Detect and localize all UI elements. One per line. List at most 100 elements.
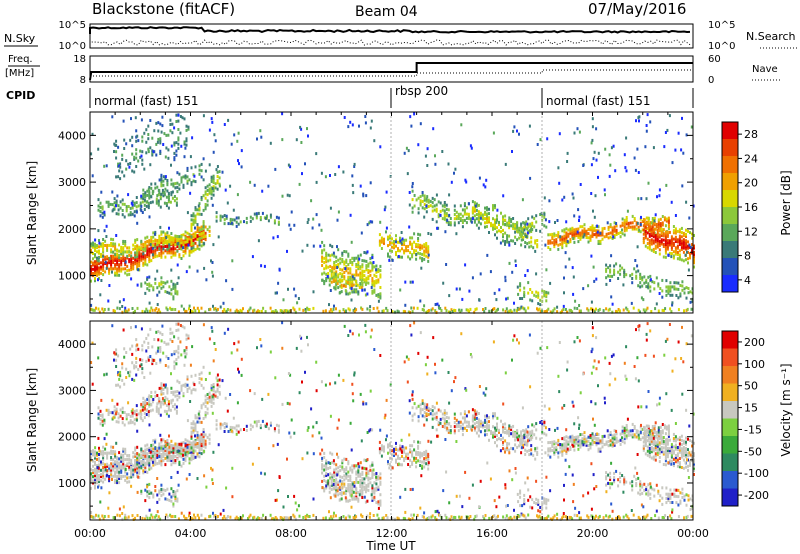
- data-cell: [149, 119, 152, 122]
- data-cell: [158, 189, 161, 193]
- data-cell: [484, 307, 487, 310]
- data-cell: [136, 252, 139, 256]
- data-cell: [141, 348, 144, 352]
- data-cell: [104, 244, 107, 247]
- data-cell: [90, 244, 92, 248]
- data-cell: [219, 216, 222, 220]
- data-cell: [650, 248, 653, 252]
- data-cell: [329, 466, 332, 470]
- data-cell: [475, 208, 478, 212]
- data-cell: [681, 288, 684, 292]
- data-cell: [378, 241, 381, 245]
- data-cell: [345, 292, 348, 296]
- data-cell: [176, 290, 179, 294]
- data-cell: [162, 450, 165, 454]
- data-cell: [136, 261, 139, 265]
- data-cell: [237, 159, 239, 163]
- data-cell: [623, 268, 626, 272]
- data-cell: [421, 191, 424, 194]
- data-cell: [190, 166, 193, 170]
- data-cell: [267, 184, 270, 188]
- data-cell: [443, 201, 446, 204]
- data-cell: [90, 269, 92, 273]
- data-cell: [519, 288, 522, 292]
- data-cell: [573, 131, 576, 135]
- data-cell: [617, 277, 620, 280]
- data-cell: [113, 150, 115, 153]
- data-cell: [357, 254, 360, 258]
- data-cell: [682, 231, 685, 235]
- data-cell: [577, 233, 580, 237]
- data-cell: [92, 241, 94, 245]
- data-cell: [473, 209, 476, 213]
- data-cell: [282, 310, 285, 314]
- data-cell: [118, 470, 121, 474]
- data-cell: [312, 306, 315, 310]
- data-cell: [114, 474, 117, 478]
- data-cell: [122, 466, 125, 470]
- data-cell: [166, 447, 169, 451]
- data-cell: [110, 456, 113, 459]
- data-cell: [678, 238, 681, 242]
- data-cell: [359, 273, 362, 277]
- data-cell: [235, 220, 238, 224]
- data-cell: [343, 478, 346, 482]
- data-cell: [400, 231, 403, 234]
- data-cell: [129, 419, 132, 423]
- data-cell: [377, 485, 380, 489]
- data-cell: [156, 455, 159, 459]
- data-cell: [419, 233, 422, 237]
- data-cell: [144, 240, 147, 244]
- data-cell: [172, 448, 175, 452]
- data-cell: [92, 243, 94, 247]
- data-cell: [115, 175, 118, 179]
- data-cell: [644, 232, 647, 236]
- data-cell: [385, 226, 388, 230]
- data-cell: [339, 280, 342, 284]
- data-cell: [235, 428, 238, 432]
- data-cell: [210, 396, 213, 400]
- data-cell: [101, 207, 104, 211]
- data-cell: [427, 247, 430, 251]
- data-cell: [216, 379, 219, 383]
- data-cell: [488, 212, 490, 216]
- data-cell: [159, 225, 162, 229]
- data-cell: [174, 490, 177, 494]
- data-cell: [373, 495, 376, 499]
- data-cell: [166, 235, 169, 239]
- data-cell: [112, 474, 115, 478]
- data-cell: [328, 283, 331, 287]
- data-cell: [126, 458, 129, 462]
- data-cell: [112, 466, 115, 470]
- data-cell: [158, 284, 161, 288]
- data-cell: [136, 470, 139, 474]
- data-cell: [100, 450, 102, 454]
- data-cell: [152, 443, 155, 447]
- data-cell: [355, 308, 358, 312]
- data-cell: [371, 220, 374, 224]
- data-cell: [121, 378, 124, 382]
- data-cell: [198, 168, 201, 172]
- data-cell: [435, 220, 438, 224]
- data-cell: [164, 497, 167, 501]
- data-cell: [173, 151, 176, 155]
- data-cell: [178, 444, 181, 448]
- data-cell: [683, 309, 685, 313]
- data-cell: [190, 389, 193, 393]
- data-cell: [151, 253, 154, 257]
- data-cell: [221, 423, 224, 427]
- data-cell: [180, 445, 183, 449]
- data-cell: [419, 203, 422, 207]
- data-cell: [104, 447, 107, 451]
- data-cell: [337, 487, 340, 491]
- data-cell: [654, 236, 657, 240]
- data-cell: [202, 402, 205, 406]
- data-cell: [403, 240, 406, 244]
- data-cell: [132, 470, 135, 474]
- data-cell: [339, 464, 342, 468]
- data-cell: [116, 479, 119, 482]
- data-cell: [200, 383, 203, 387]
- data-cell: [188, 457, 191, 461]
- data-cell: [350, 490, 353, 494]
- data-cell: [190, 242, 193, 246]
